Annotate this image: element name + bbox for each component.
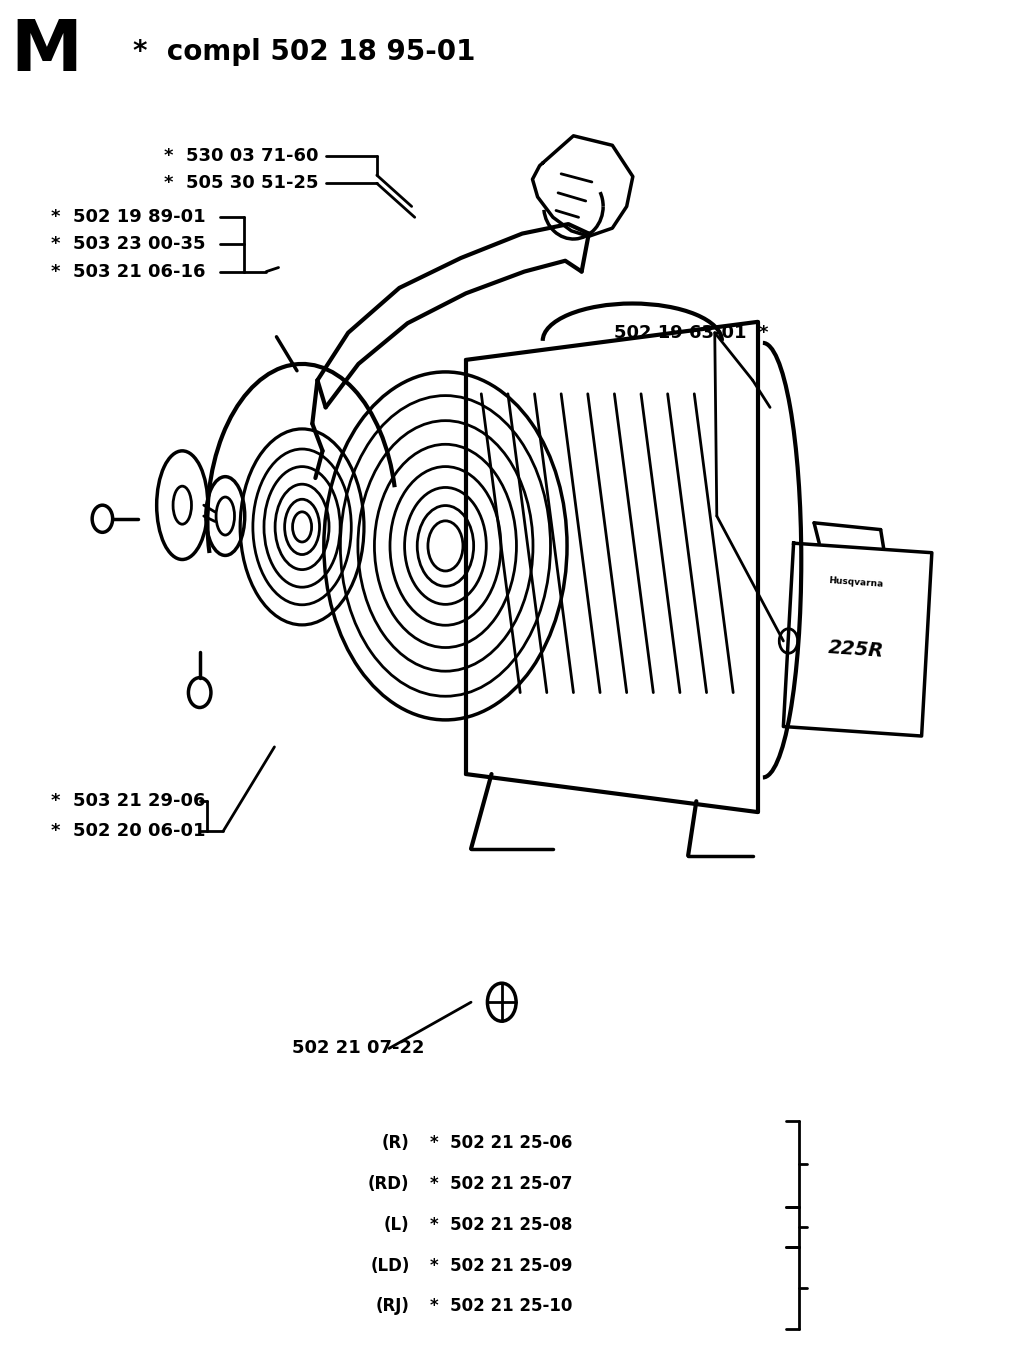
Text: *  502 21 25-09: * 502 21 25-09 [430, 1256, 572, 1275]
Text: (LD): (LD) [371, 1256, 410, 1275]
Text: *  530 03 71-60: * 530 03 71-60 [164, 147, 318, 166]
Text: 225R: 225R [827, 638, 885, 660]
Text: *  503 21 06-16: * 503 21 06-16 [51, 262, 206, 281]
Text: *  505 30 51-25: * 505 30 51-25 [164, 174, 318, 193]
Text: 502 21 07-22: 502 21 07-22 [292, 1039, 424, 1058]
Text: *  502 21 25-06: * 502 21 25-06 [430, 1134, 572, 1153]
Text: Husqvarna: Husqvarna [828, 576, 884, 589]
Text: *  502 21 25-08: * 502 21 25-08 [430, 1215, 572, 1234]
Text: *  502 21 25-10: * 502 21 25-10 [430, 1297, 572, 1316]
Text: *  503 23 00-35: * 503 23 00-35 [51, 235, 206, 254]
Text: *  compl 502 18 95-01: * compl 502 18 95-01 [133, 38, 475, 65]
Text: *  502 21 25-07: * 502 21 25-07 [430, 1175, 572, 1194]
Text: (L): (L) [384, 1215, 410, 1234]
Text: *  503 21 29-06: * 503 21 29-06 [51, 792, 206, 811]
Text: (R): (R) [382, 1134, 410, 1153]
Text: *  502 19 89-01: * 502 19 89-01 [51, 208, 206, 227]
Text: (RD): (RD) [368, 1175, 410, 1194]
Text: M: M [10, 18, 82, 86]
Text: (RJ): (RJ) [376, 1297, 410, 1316]
Text: 502 19 63-01  *: 502 19 63-01 * [614, 323, 769, 342]
Text: *  502 20 06-01: * 502 20 06-01 [51, 822, 206, 841]
